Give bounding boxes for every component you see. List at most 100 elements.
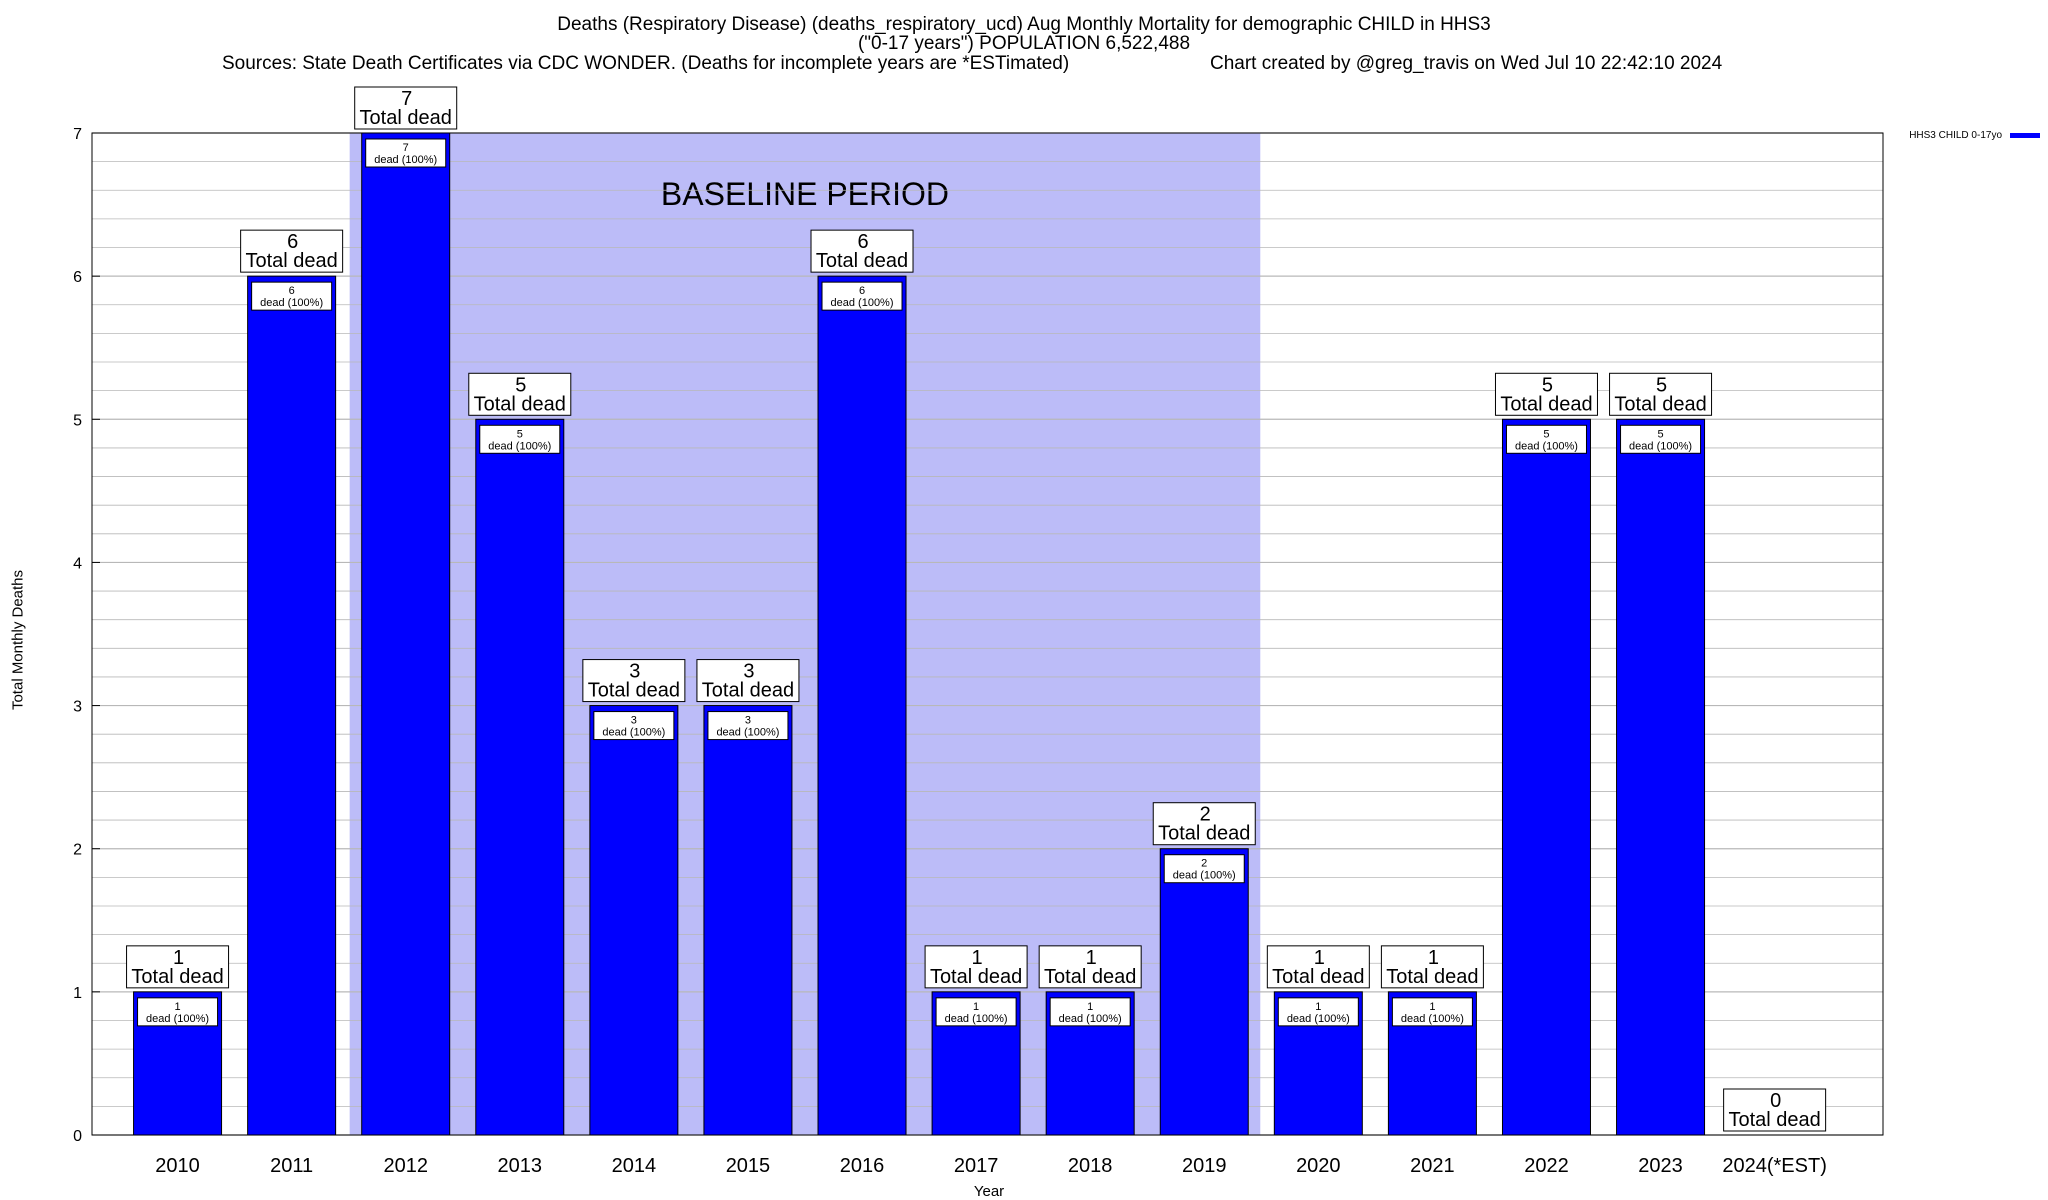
chart-title: Deaths (Respiratory Disease) (deaths_res… <box>557 14 1491 35</box>
inner-label-text: dead (100%) <box>1059 1013 1122 1025</box>
inner-label-box <box>251 281 333 311</box>
bar <box>703 705 793 1136</box>
x-tick-label: 2011 <box>270 1155 313 1177</box>
total-label-box <box>468 372 572 416</box>
total-label-box <box>240 229 344 273</box>
inner-label-box <box>1163 854 1245 884</box>
inner-label-box <box>365 138 447 168</box>
total-label-text: Total dead <box>245 250 337 272</box>
x-tick-label: 2013 <box>498 1155 543 1177</box>
inner-label-count: 6 <box>289 285 295 297</box>
inner-label-box <box>1505 424 1587 454</box>
total-label-value: 7 <box>401 88 412 110</box>
total-label-text: Total dead <box>1158 823 1250 845</box>
inner-label-text: dead (100%) <box>1629 440 1692 452</box>
total-label-text: Total dead <box>1044 966 1136 988</box>
total-label-value: 1 <box>972 947 983 969</box>
total-label-value: 5 <box>1656 374 1667 396</box>
chart-credit: Chart created by @greg_travis on Wed Jul… <box>1210 53 1723 74</box>
inner-label-text: dead (100%) <box>374 154 437 166</box>
inner-label-text: dead (100%) <box>1173 870 1236 882</box>
total-label-value: 0 <box>1770 1090 1781 1112</box>
total-label-text: Total dead <box>474 393 566 415</box>
total-label-value: 1 <box>173 947 184 969</box>
total-label-box <box>1038 945 1142 989</box>
total-label-text: Total dead <box>1500 393 1592 415</box>
total-label-box <box>1494 372 1598 416</box>
x-tick-label: 2020 <box>1296 1155 1341 1177</box>
chart-sources: Sources: State Death Certificates via CD… <box>222 53 1070 74</box>
total-label-box <box>126 945 230 989</box>
total-label-box <box>1609 372 1713 416</box>
x-tick-label: 2014 <box>612 1155 657 1177</box>
total-label-box <box>1266 945 1370 989</box>
chart-subtitle: ("0-17 years") POPULATION 6,522,488 <box>857 33 1191 54</box>
total-label-box <box>810 229 914 273</box>
bar <box>475 418 565 1136</box>
total-label-value: 3 <box>629 661 640 683</box>
total-label-text: Total dead <box>1728 1109 1820 1131</box>
total-label-value: 6 <box>287 231 298 253</box>
inner-label-count: 1 <box>1315 1001 1321 1013</box>
inner-label-box <box>1620 424 1702 454</box>
inner-label-text: dead (100%) <box>488 440 551 452</box>
inner-label-box <box>1277 997 1359 1027</box>
inner-label-box <box>935 997 1017 1027</box>
inner-label-count: 5 <box>1543 428 1549 440</box>
total-label-text: Total dead <box>1386 966 1478 988</box>
total-label-text: Total dead <box>930 966 1022 988</box>
total-label-box <box>1152 802 1256 846</box>
inner-label-count: 3 <box>745 715 751 727</box>
total-label-box <box>924 945 1028 989</box>
inner-label-text: dead (100%) <box>1515 440 1578 452</box>
total-label-text: Total dead <box>702 680 794 702</box>
total-label-text: Total dead <box>1272 966 1364 988</box>
y-tick-label: 5 <box>73 412 82 429</box>
bar <box>817 275 907 1136</box>
inner-label-count: 7 <box>403 142 409 154</box>
bar <box>589 705 679 1136</box>
inner-label-count: 1 <box>973 1001 979 1013</box>
y-tick-label: 3 <box>73 699 82 716</box>
total-label-value: 5 <box>1542 374 1553 396</box>
bar <box>1159 848 1249 1136</box>
x-tick-label: 2021 <box>1410 1155 1455 1177</box>
inner-label-text: dead (100%) <box>831 297 894 309</box>
total-label-value: 1 <box>1086 947 1097 969</box>
inner-label-box <box>479 424 561 454</box>
inner-label-box <box>1049 997 1131 1027</box>
x-tick-label: 2016 <box>840 1155 885 1177</box>
x-tick-label: 2017 <box>954 1155 999 1177</box>
inner-label-text: dead (100%) <box>1401 1013 1464 1025</box>
legend: HHS3 CHILD 0-17yo <box>1909 130 2040 141</box>
inner-label-count: 5 <box>1657 428 1663 440</box>
total-label-value: 3 <box>743 661 754 683</box>
inner-label-box <box>821 281 903 311</box>
inner-label-count: 6 <box>859 285 865 297</box>
bar <box>247 275 337 1136</box>
inner-label-count: 2 <box>1201 858 1207 870</box>
total-label-value: 5 <box>515 374 526 396</box>
inner-label-text: dead (100%) <box>602 727 665 739</box>
total-label-box <box>1380 945 1484 989</box>
legend-entry-label: HHS3 CHILD 0-17yo <box>1909 130 2002 141</box>
total-label-box <box>1723 1088 1827 1132</box>
inner-label-box <box>1391 997 1473 1027</box>
bar <box>1616 418 1706 1136</box>
inner-label-box <box>707 711 789 741</box>
inner-label-count: 1 <box>174 1001 180 1013</box>
bar <box>361 132 451 1136</box>
baseline-period-label: BASELINE PERIOD <box>661 176 949 212</box>
total-label-text: Total dead <box>131 966 223 988</box>
x-tick-label: 2019 <box>1182 1155 1227 1177</box>
inner-label-count: 3 <box>631 715 637 727</box>
inner-label-text: dead (100%) <box>716 727 779 739</box>
total-label-value: 6 <box>857 231 868 253</box>
total-label-value: 1 <box>1428 947 1439 969</box>
inner-label-box <box>137 997 219 1027</box>
inner-label-text: dead (100%) <box>1287 1013 1350 1025</box>
inner-label-box <box>593 711 675 741</box>
x-tick-label: 2010 <box>155 1155 200 1177</box>
x-tick-label: 2012 <box>383 1155 428 1177</box>
